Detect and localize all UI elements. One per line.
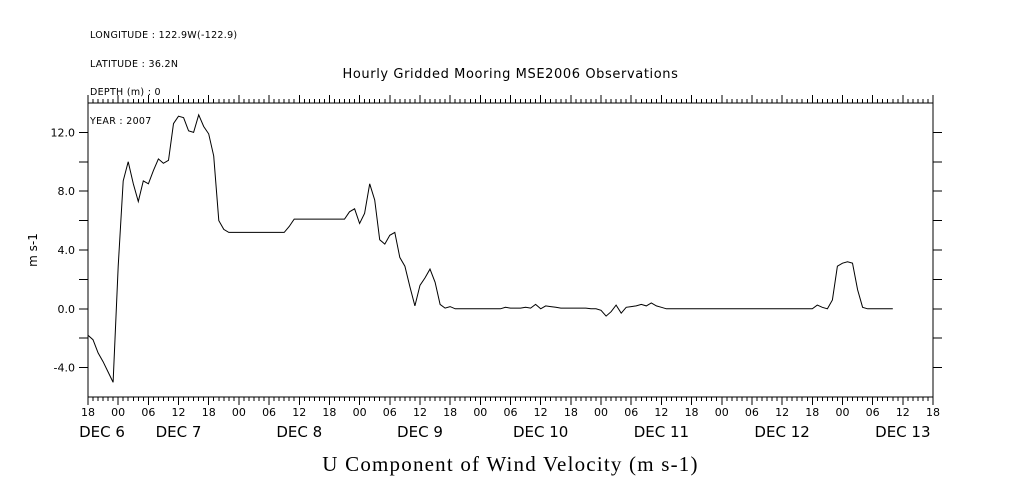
x-hour-label: 00: [111, 406, 125, 419]
x-hour-label: 06: [745, 406, 759, 419]
y-tick-label: 12.0: [51, 126, 76, 139]
x-hour-label: 18: [443, 406, 457, 419]
chart-title: Hourly Gridded Mooring MSE2006 Observati…: [342, 67, 679, 82]
x-hour-label: 12: [292, 406, 306, 419]
x-date-label: DEC 8: [276, 423, 322, 441]
x-date-label: DEC 9: [397, 423, 443, 441]
x-hour-label: 06: [383, 406, 397, 419]
x-axis-caption: U Component of Wind Velocity (m s-1): [322, 452, 699, 476]
metadata-latitude: LATITUDE : 36.2N: [90, 58, 179, 70]
x-date-label: DEC 12: [754, 423, 809, 441]
x-hour-label: 18: [322, 406, 336, 419]
x-hour-label: 18: [685, 406, 699, 419]
plot-frame: [87, 102, 934, 398]
x-hour-label: 12: [413, 406, 427, 419]
x-hour-label: 12: [654, 406, 668, 419]
x-hour-label: 18: [564, 406, 578, 419]
x-hour-label: 00: [594, 406, 608, 419]
x-hour-label: 12: [172, 406, 186, 419]
y-tick-label: -4.0: [54, 362, 75, 375]
x-hour-label: 06: [624, 406, 638, 419]
x-hour-label: 00: [232, 406, 246, 419]
y-tick-label: 4.0: [58, 244, 76, 257]
x-date-label: DEC 10: [513, 423, 568, 441]
x-hour-label: 18: [805, 406, 819, 419]
x-date-label: DEC 6: [79, 423, 125, 441]
x-hour-label: 06: [141, 406, 155, 419]
metadata-block: LONGITUDE : 122.9W(-122.9) LATITUDE : 36…: [90, 12, 237, 145]
x-hour-label: 00: [835, 406, 849, 419]
x-hour-label: 18: [81, 406, 95, 419]
x-date-label: DEC 7: [156, 423, 202, 441]
x-hour-label: 06: [504, 406, 518, 419]
x-hour-label: 00: [715, 406, 729, 419]
x-hour-label: 12: [534, 406, 548, 419]
metadata-depth: DEPTH (m) : 0: [90, 87, 161, 98]
x-hour-label: 18: [926, 406, 940, 419]
metadata-longitude: LONGITUDE : 122.9W(-122.9): [90, 30, 238, 41]
x-hour-label: 00: [353, 406, 367, 419]
x-date-label: DEC 13: [875, 423, 930, 441]
x-hour-label: 12: [896, 406, 910, 419]
x-hour-label: 12: [775, 406, 789, 419]
y-tick-label: 0.0: [58, 303, 76, 316]
y-axis-label: m s-1: [26, 233, 40, 267]
data-line: [87, 113, 893, 383]
x-hour-label: 00: [473, 406, 487, 419]
metadata-year: YEAR : 2007: [90, 115, 152, 127]
x-hour-label: 06: [262, 406, 276, 419]
x-hour-label: 06: [866, 406, 880, 419]
y-tick-label: 8.0: [58, 185, 76, 198]
x-hour-label: 18: [202, 406, 216, 419]
x-date-label: DEC 11: [634, 423, 689, 441]
